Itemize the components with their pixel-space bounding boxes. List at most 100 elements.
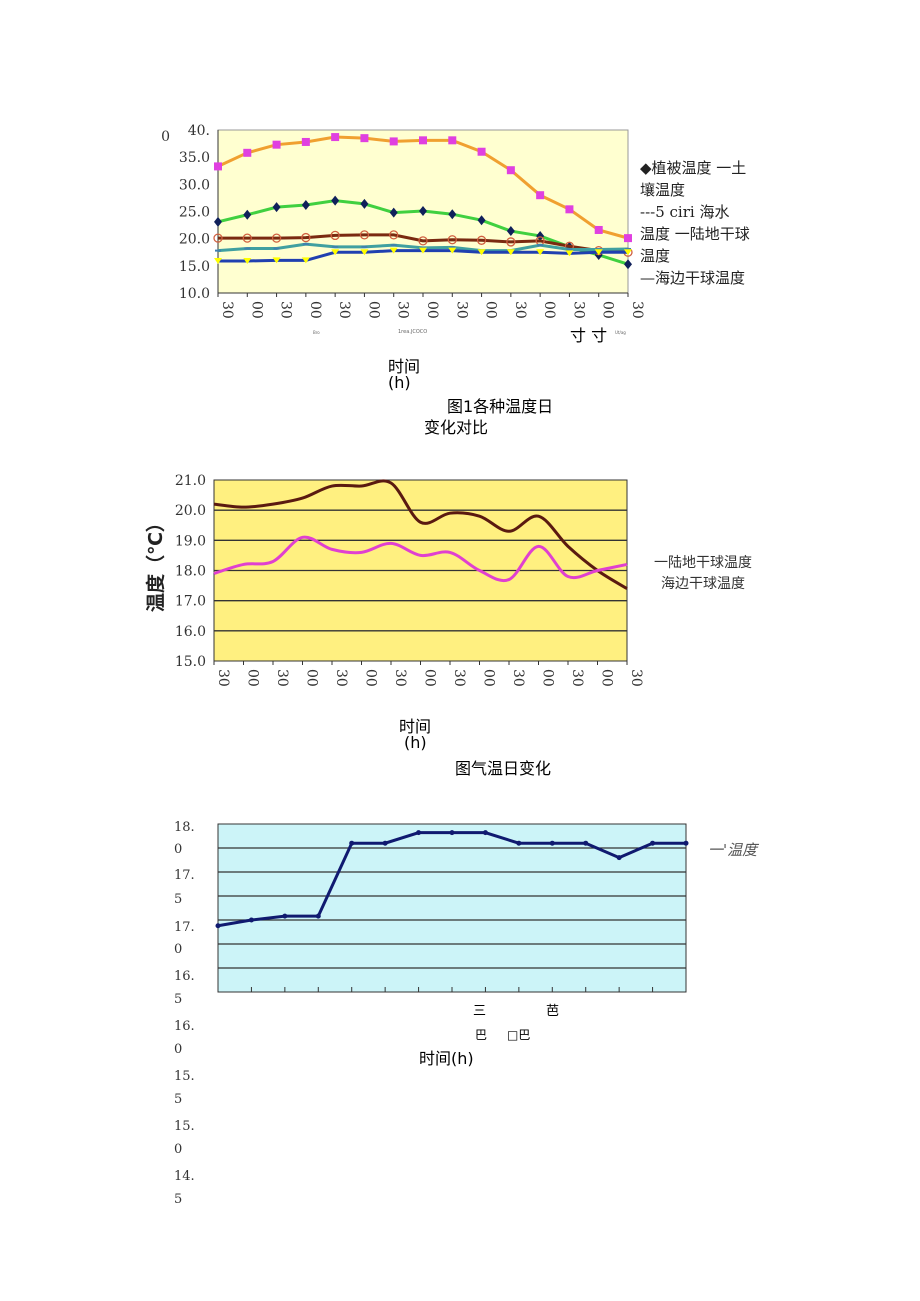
data-point [616, 855, 622, 861]
stray-label: 寸 寸 [570, 326, 608, 345]
data-point [349, 840, 355, 846]
data-point [214, 257, 222, 264]
data-point [214, 162, 222, 171]
data-point [419, 205, 427, 216]
y-tick-label-fragment: 0 [174, 1042, 182, 1057]
y-tick-label-fragment: 18. [174, 820, 195, 835]
data-point [244, 247, 251, 250]
data-point [272, 140, 281, 149]
y-tick-label: 15.0 [175, 654, 206, 670]
data-point [382, 840, 388, 846]
data-point [301, 199, 310, 210]
data-point [506, 249, 515, 256]
data-point [566, 248, 573, 251]
data-point [273, 247, 280, 250]
data-point [536, 191, 545, 200]
series-line [213, 535, 628, 583]
series-line [213, 479, 628, 590]
data-point [359, 230, 370, 240]
data-point [214, 216, 222, 227]
stray-label: 1rea.JCOCO [398, 329, 428, 335]
data-point [301, 137, 310, 146]
x-tick-label: 00 [541, 301, 557, 319]
stray-label: Ut/ag [615, 330, 626, 335]
data-point [449, 246, 456, 249]
y-tick-label-fragment: 0 [174, 942, 182, 957]
data-point [419, 247, 427, 254]
data-point [361, 245, 368, 248]
x-tick-label: 30 [219, 301, 235, 319]
data-point [332, 245, 339, 248]
y-tick-label: 35.0 [179, 150, 210, 166]
legend-line: ◆植被温度 一土 [640, 159, 747, 177]
data-point [360, 198, 369, 209]
y-tick-label: 20.0 [175, 503, 206, 519]
y-tick-label-overflow: 0 [161, 129, 170, 145]
y-tick-label-fragment: 5 [174, 892, 182, 907]
y-tick-label-fragment: 5 [174, 992, 182, 1007]
data-point [625, 247, 631, 250]
data-point [537, 244, 544, 247]
y-tick-label: 16.0 [175, 624, 206, 640]
x-tick-label: 00 [363, 669, 379, 687]
data-point [506, 237, 516, 247]
data-point [482, 830, 488, 836]
series-line [218, 233, 629, 254]
x-tick-label: 00 [540, 669, 556, 687]
chart1-legend: ◆植被温度 一土 壤温度 ---5 ciri 海水 温度 一陆地干球 温度 —海… [640, 157, 750, 289]
data-point [565, 250, 574, 257]
x-tick-label: 00 [424, 301, 440, 319]
chart-title-line2: 变化对比 [424, 418, 489, 437]
data-point [418, 236, 428, 246]
data-point [506, 226, 515, 237]
x-tick-label: 30 [336, 301, 352, 319]
x-tick-label: 30 [392, 669, 408, 687]
data-point [272, 202, 281, 213]
x-tick-label: 00 [599, 669, 615, 687]
data-point [477, 249, 486, 256]
data-point [360, 249, 369, 256]
y-axis-label: 温度（℃） [145, 512, 167, 612]
data-point [477, 147, 486, 156]
x-tick-label: 00 [481, 669, 497, 687]
data-point [243, 209, 252, 220]
data-point [594, 225, 603, 234]
y-tick-label: 17.0 [175, 594, 206, 610]
data-point [583, 840, 589, 846]
y-tick-label: 40. [188, 123, 210, 139]
chart3-legend: 一'温度 [708, 841, 758, 859]
y-tick-label: 10.0 [179, 286, 210, 302]
y-tick-label-fragment: 15. [174, 1069, 195, 1084]
x-tick-label: 30 [278, 301, 294, 319]
data-point [448, 136, 457, 145]
data-point [301, 232, 311, 243]
data-point [282, 913, 288, 919]
x-tick-label: 30 [453, 301, 469, 319]
data-point [594, 249, 603, 256]
x-tick-label: 30 [512, 301, 528, 319]
data-point [624, 234, 632, 243]
y-tick-label-fragment: 0 [174, 1142, 182, 1157]
y-tick-label: 20.0 [179, 232, 210, 248]
chart-title: 图气温日变化 [455, 759, 552, 778]
data-point [683, 840, 689, 846]
x-tick-label: 30 [215, 669, 231, 687]
x-axis-label: 时间 [388, 357, 421, 376]
x-tick-label: 00 [365, 301, 381, 319]
data-point [330, 230, 340, 241]
x-axis-label: 时间(h) [419, 1049, 474, 1068]
data-point [243, 257, 252, 264]
chart2-legend: 一陆地干球温度 海边干球温度 [654, 553, 752, 595]
data-point [389, 137, 398, 146]
data-point [419, 136, 427, 145]
y-tick-label: 18.0 [175, 564, 206, 580]
data-point [476, 235, 487, 245]
data-point [315, 913, 321, 919]
data-point [272, 257, 281, 264]
data-point [416, 830, 422, 836]
data-point [624, 259, 632, 270]
y-tick-label-fragment: 15. [174, 1119, 195, 1134]
data-point [271, 233, 282, 243]
data-point [449, 830, 455, 836]
